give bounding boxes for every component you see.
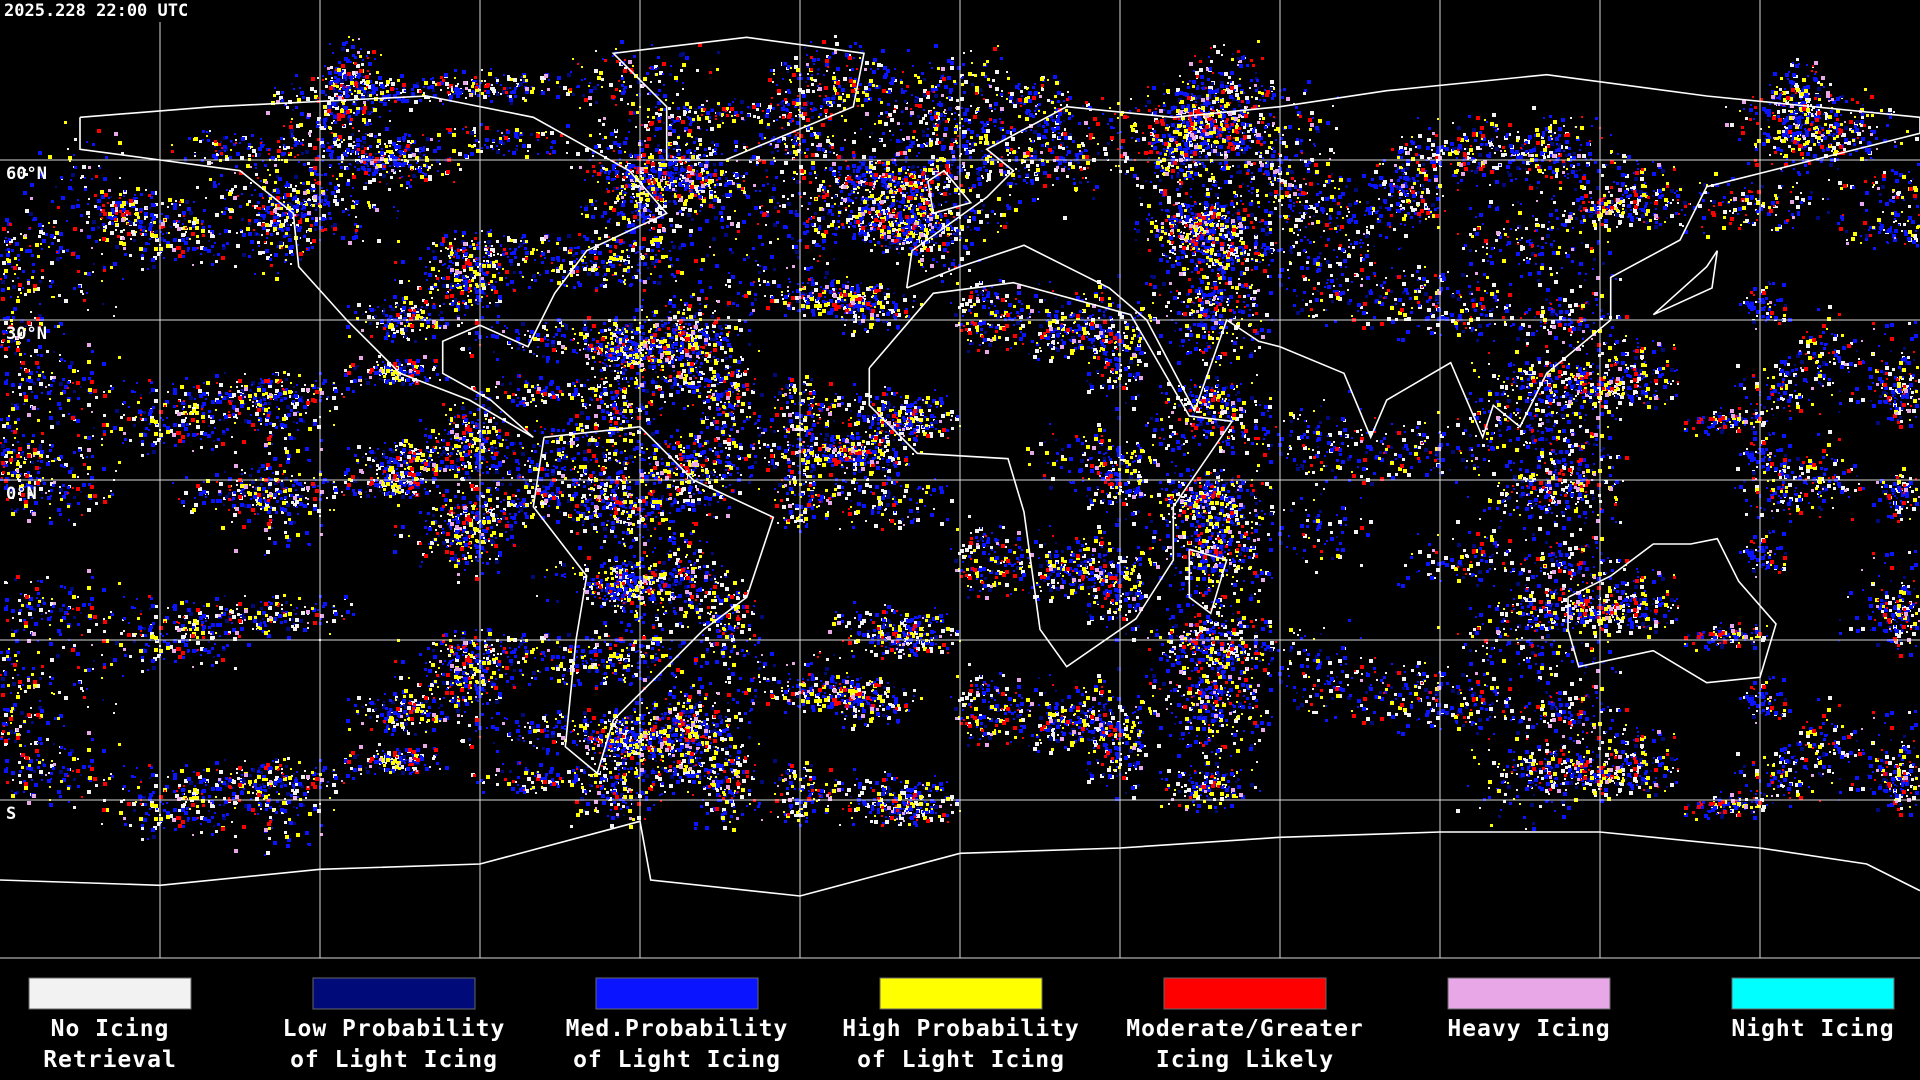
legend-label: Night Icing xyxy=(1731,1016,1894,1042)
coastline xyxy=(79,95,669,438)
legend-label: Retrieval xyxy=(43,1047,177,1073)
timestamp: 2025.228 22:00 UTC xyxy=(4,1,188,21)
legend-label: Heavy Icing xyxy=(1447,1016,1610,1042)
coastline xyxy=(1652,250,1719,316)
coastline xyxy=(1188,548,1228,615)
latitude-label: 0°N xyxy=(6,484,37,504)
legend-swatch xyxy=(1731,977,1895,1010)
legend-swatch xyxy=(1163,977,1327,1010)
legend-swatch xyxy=(312,977,476,1010)
legend-swatch xyxy=(595,977,759,1010)
timestamp-bg xyxy=(0,0,222,22)
coastline xyxy=(868,281,1234,668)
legend-label: High Probability xyxy=(842,1016,1080,1042)
latitude-label: S xyxy=(6,804,16,824)
legend-label: No Icing xyxy=(51,1016,170,1042)
legend-label: Low Probability xyxy=(283,1016,506,1042)
legend: No Icing Retrieval Low Probability of Light… xyxy=(28,977,1895,1073)
legend-label: Icing Likely xyxy=(1156,1047,1334,1073)
legend-label: Med.Probability xyxy=(566,1016,789,1042)
latitude-label: 60°N xyxy=(6,164,47,184)
coastline xyxy=(532,425,775,775)
coastline xyxy=(611,36,865,161)
legend-label: of Light Icing xyxy=(857,1047,1065,1073)
legend-swatch xyxy=(1447,977,1611,1010)
legend-label: of Light Icing xyxy=(290,1047,498,1073)
legend-swatch xyxy=(879,977,1043,1010)
latitude-label: 30°N xyxy=(6,324,47,344)
coastline xyxy=(1567,537,1777,684)
graticule xyxy=(0,0,1920,959)
legend-label: Moderate/Greater xyxy=(1126,1016,1364,1042)
latitude-labels: 60°N 30°N 0°N S xyxy=(6,164,47,824)
coastline xyxy=(927,169,973,215)
legend-label: of Light Icing xyxy=(573,1047,781,1073)
legend-swatch xyxy=(28,977,192,1010)
